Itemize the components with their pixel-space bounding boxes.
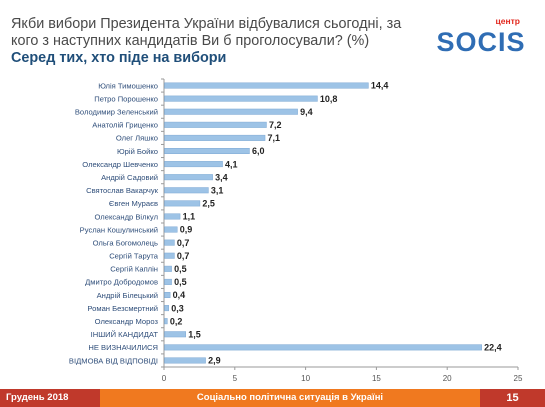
logo-main-text: SOCIS <box>436 27 525 54</box>
bar <box>164 278 172 285</box>
bar <box>164 161 223 168</box>
bar <box>164 357 206 364</box>
data-label: 3,1 <box>211 185 224 195</box>
category-label: Олександр Шевченко <box>82 160 158 169</box>
category-label: Роман Безсмертний <box>87 304 158 313</box>
data-label: 22,4 <box>484 343 502 353</box>
category-label: Олександр Вілкул <box>94 212 158 221</box>
bar <box>164 174 213 181</box>
bar <box>164 121 267 128</box>
data-label: 0,2 <box>170 316 183 326</box>
x-tick-label: 20 <box>443 374 452 383</box>
data-label: 2,9 <box>208 356 221 366</box>
data-label: 9,4 <box>300 107 313 117</box>
bar-chart: 0 5 10 15 20 25 Юлія Тимошенко 14,4 Петро Пороше… <box>69 78 523 383</box>
x-tick-label: 10 <box>301 374 310 383</box>
footer-date: Грудень 2018 <box>0 389 100 407</box>
category-label: Олександр Мороз <box>95 317 159 326</box>
data-label: 0,4 <box>173 290 186 300</box>
footer-bar: Грудень 2018 Соціально політична ситуаці… <box>0 389 545 407</box>
bar <box>164 331 186 338</box>
bar <box>164 82 369 89</box>
category-label: Андрій Білецький <box>97 291 158 300</box>
bar <box>164 318 168 325</box>
data-label: 2,5 <box>202 199 215 209</box>
data-label: 0,7 <box>177 251 190 261</box>
bar <box>164 239 175 246</box>
bar <box>164 344 482 351</box>
bar <box>164 305 169 312</box>
x-tick-label: 25 <box>514 374 523 383</box>
data-label: 0,7 <box>177 238 190 248</box>
data-label: 4,1 <box>225 159 238 169</box>
category-label: ІНШИЙ КАНДИДАТ <box>91 330 159 339</box>
bar <box>164 213 181 220</box>
bar <box>164 148 250 154</box>
category-label: Андрій Садовий <box>101 173 158 182</box>
category-label: Дмитро Добродомов <box>85 278 158 287</box>
x-tick-label: 15 <box>372 374 381 383</box>
category-label: Ольга Богомолець <box>93 238 158 247</box>
data-label: 0,3 <box>171 303 184 313</box>
category-label: Володимир Зеленський <box>75 108 158 117</box>
bar <box>164 187 209 194</box>
category-label: Євген Мураєв <box>109 199 158 208</box>
category-label: Олег Ляшко <box>116 134 158 143</box>
socis-logo: центр SOCIS <box>436 16 525 54</box>
data-label: 14,4 <box>371 81 389 91</box>
category-label: Святослав Вакарчук <box>86 186 159 195</box>
data-label: 7,1 <box>268 133 281 143</box>
bar <box>164 200 201 207</box>
category-label: ВІДМОВА ВІД ВІДПОВІДІ <box>69 356 158 365</box>
data-label: 0,9 <box>180 225 193 235</box>
bar <box>164 265 172 272</box>
category-label: Юлія Тимошенко <box>98 81 158 90</box>
bar <box>164 108 298 115</box>
data-label: 3,4 <box>215 172 228 182</box>
data-label: 0,5 <box>174 277 187 287</box>
bar <box>164 226 178 233</box>
bar <box>164 134 266 141</box>
category-label: Сергій Тарута <box>109 252 159 261</box>
logo-top-text: центр <box>496 16 520 26</box>
bar <box>164 252 175 259</box>
page-number: 15 <box>480 389 545 407</box>
category-label: Сергій Каплін <box>110 265 158 274</box>
data-label: 1,5 <box>188 329 201 339</box>
data-label: 7,2 <box>269 120 282 130</box>
footer-title: Соціально політична ситуація в Україні <box>196 392 384 403</box>
category-label: Анатолій Гриценко <box>92 121 158 130</box>
category-label: Юрій Бойко <box>117 147 158 156</box>
data-label: 0,5 <box>174 264 187 274</box>
x-tick-label: 5 <box>233 374 238 383</box>
bar <box>164 292 171 298</box>
data-label: 10,8 <box>320 94 338 104</box>
title-block: Якби вибори Президента України відбували… <box>11 16 411 67</box>
category-label: Петро Порошенко <box>94 94 158 103</box>
category-label: НЕ ВИЗНАЧИЛИСЯ <box>88 343 158 352</box>
category-label: Руслан Кошулинський <box>80 225 158 234</box>
x-tick-label: 0 <box>162 374 167 383</box>
survey-question: Якби вибори Президента України відбували… <box>11 16 402 49</box>
bar <box>164 95 318 102</box>
data-label: 1,1 <box>183 212 196 222</box>
data-label: 6,0 <box>252 146 265 156</box>
chart-subtitle: Серед тих, хто піде на вибори <box>11 50 227 66</box>
